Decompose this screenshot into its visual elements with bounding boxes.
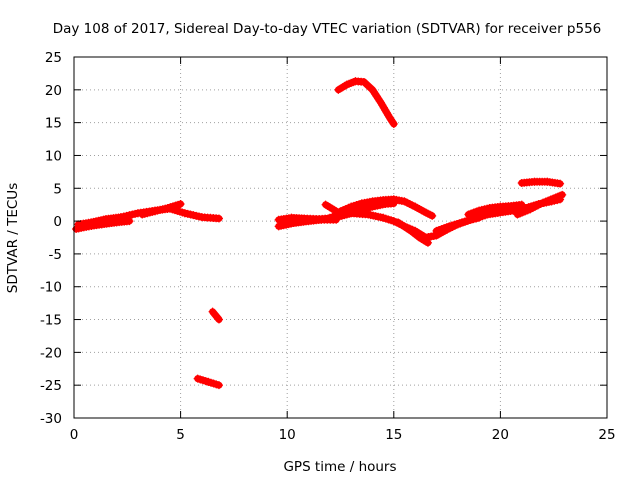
series-arc-5b — [274, 215, 341, 231]
data-point — [428, 211, 437, 220]
series-arc-13 — [517, 177, 565, 188]
plot-frame — [73, 56, 608, 419]
data-point — [423, 238, 432, 247]
data-point — [517, 200, 526, 209]
series-arc-4 — [193, 374, 223, 390]
series-arc-1b — [72, 217, 134, 233]
data-point — [332, 207, 341, 216]
y-tick-label: -10 — [40, 280, 62, 296]
y-tick-label: 0 — [53, 214, 62, 230]
x-tick-label: 10 — [279, 427, 296, 443]
data-point — [558, 190, 567, 199]
x-tick-label: 5 — [176, 427, 185, 443]
x-axis-label: GPS time / hours — [283, 459, 396, 475]
series-arc-3 — [208, 307, 223, 324]
y-tick-label: -20 — [40, 345, 62, 361]
y-tick-label: -25 — [40, 378, 62, 394]
series-arc-7b — [321, 200, 341, 216]
series-layer — [72, 77, 567, 390]
series-arc-11 — [464, 200, 526, 219]
x-tick-label: 0 — [70, 427, 79, 443]
series-arc-7 — [336, 195, 437, 220]
data-point — [556, 179, 565, 188]
y-tick-label: 15 — [45, 116, 62, 132]
data-point — [214, 214, 223, 223]
y-tick-label: 20 — [45, 83, 62, 99]
y-tick-label: -5 — [49, 247, 62, 263]
data-point — [125, 217, 134, 226]
series-arc-2 — [138, 200, 185, 219]
grid — [74, 57, 607, 418]
y-tick-label: 10 — [45, 148, 62, 164]
series-arc-8 — [394, 218, 432, 247]
data-point — [213, 313, 222, 322]
data-point — [389, 119, 398, 128]
ticks — [73, 56, 608, 419]
x-tick-label: 25 — [598, 427, 615, 443]
y-tick-label: 5 — [53, 181, 62, 197]
series-arc-12 — [513, 190, 567, 219]
x-tick-label: 15 — [385, 427, 402, 443]
chart-title: Day 108 of 2017, Sidereal Day-to-day VTE… — [53, 21, 602, 37]
series-arc-9 — [334, 77, 398, 128]
y-tick-label: -15 — [40, 313, 62, 329]
tick-labels: 0 5 10 15 20 25 -30 -25 -20 -15 -10 -5 0 5 10 15 20 25 — [40, 50, 616, 443]
data-point — [214, 315, 223, 324]
y-axis-label: SDTVAR / TECUs — [5, 183, 21, 293]
y-tick-label: -30 — [40, 411, 62, 427]
data-point — [176, 200, 185, 209]
x-tick-label: 20 — [492, 427, 509, 443]
y-tick-label: 25 — [45, 50, 62, 66]
data-point — [214, 381, 223, 390]
